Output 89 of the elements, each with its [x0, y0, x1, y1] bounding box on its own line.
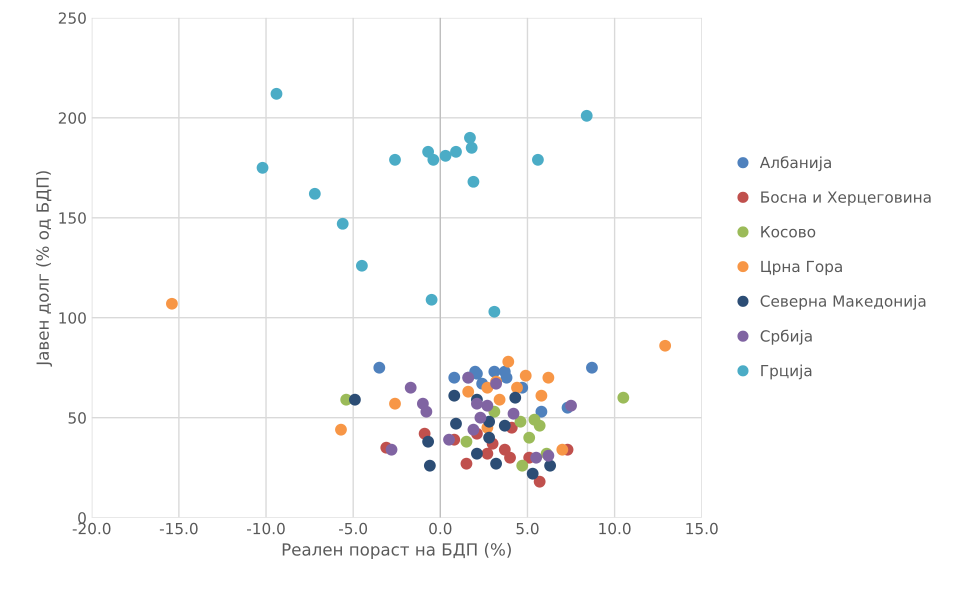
point	[448, 390, 460, 402]
point	[466, 142, 478, 154]
point	[389, 154, 401, 166]
point	[542, 372, 554, 384]
point	[514, 416, 526, 428]
point	[504, 452, 516, 464]
point	[565, 400, 577, 412]
point	[256, 162, 268, 174]
x-tick-label: -10.0	[247, 522, 285, 534]
point	[468, 424, 480, 436]
point	[526, 468, 539, 480]
y-axis-title: Јавен долг (% од БДП)	[36, 171, 52, 367]
point	[448, 372, 460, 384]
point	[335, 424, 347, 436]
point	[471, 448, 483, 460]
point	[471, 398, 483, 410]
point	[498, 420, 511, 432]
point	[494, 394, 506, 406]
point	[308, 188, 321, 200]
point	[544, 460, 556, 472]
point	[450, 418, 462, 430]
point	[481, 400, 494, 412]
y-tick-label: 250	[58, 12, 86, 24]
point	[460, 436, 472, 448]
x-tick-label: -5.0	[339, 522, 368, 534]
x-axis-title: Реален пораст на БДП (%)	[282, 542, 511, 559]
point	[443, 434, 455, 446]
legend-label: Босна и Херцеговина	[761, 192, 931, 206]
point	[404, 382, 417, 394]
point	[373, 362, 386, 374]
point	[336, 218, 349, 230]
y-tick-label: 50	[68, 412, 86, 424]
point	[498, 366, 511, 378]
x-tick-label: 15.0	[686, 522, 718, 534]
y-tick-label: 200	[58, 112, 86, 124]
point	[523, 432, 536, 444]
point	[536, 390, 548, 402]
legend-label: Косово	[761, 226, 816, 238]
point	[502, 356, 514, 368]
point	[556, 444, 568, 456]
point	[481, 448, 494, 460]
point	[530, 452, 542, 464]
x-tick-label: -15.0	[160, 522, 198, 534]
point	[580, 110, 593, 122]
point	[426, 294, 438, 306]
point	[464, 132, 476, 144]
point	[488, 306, 500, 318]
legend-label: Албанија	[760, 156, 831, 172]
point	[528, 414, 540, 426]
y-tick-label: 0	[78, 512, 86, 524]
point	[166, 298, 178, 310]
legend-label: Србија	[760, 330, 812, 345]
legend-label: Северна Македонија	[760, 295, 926, 310]
y-tick-label: 150	[59, 212, 86, 224]
point	[511, 382, 523, 394]
legend-label: Грција	[761, 364, 812, 380]
point	[460, 458, 472, 470]
point	[462, 386, 474, 398]
point	[427, 154, 440, 166]
point	[532, 154, 544, 166]
point	[386, 444, 398, 456]
point	[450, 146, 462, 158]
x-tick-label: 10.0	[599, 522, 631, 534]
x-tick-label: -20.0	[72, 522, 110, 534]
point	[520, 370, 532, 382]
point	[389, 398, 401, 410]
point	[509, 392, 522, 404]
point	[420, 406, 432, 418]
x-tick-label: 0.0	[429, 522, 452, 534]
point	[536, 406, 548, 418]
point	[516, 460, 528, 472]
point	[483, 432, 496, 444]
point	[508, 408, 520, 420]
point	[490, 458, 502, 470]
point	[422, 436, 434, 448]
point	[440, 150, 452, 162]
point	[586, 362, 598, 374]
legend-label: Црна Гора	[761, 260, 842, 276]
point	[424, 460, 436, 472]
x-tick-label: 5.0	[516, 522, 539, 534]
y-tick-label: 100	[59, 312, 86, 324]
point	[617, 392, 630, 404]
point	[659, 340, 672, 352]
point	[270, 88, 282, 100]
point	[356, 260, 368, 272]
point	[349, 394, 361, 406]
point	[474, 412, 486, 424]
point	[468, 176, 480, 188]
point	[534, 476, 546, 488]
